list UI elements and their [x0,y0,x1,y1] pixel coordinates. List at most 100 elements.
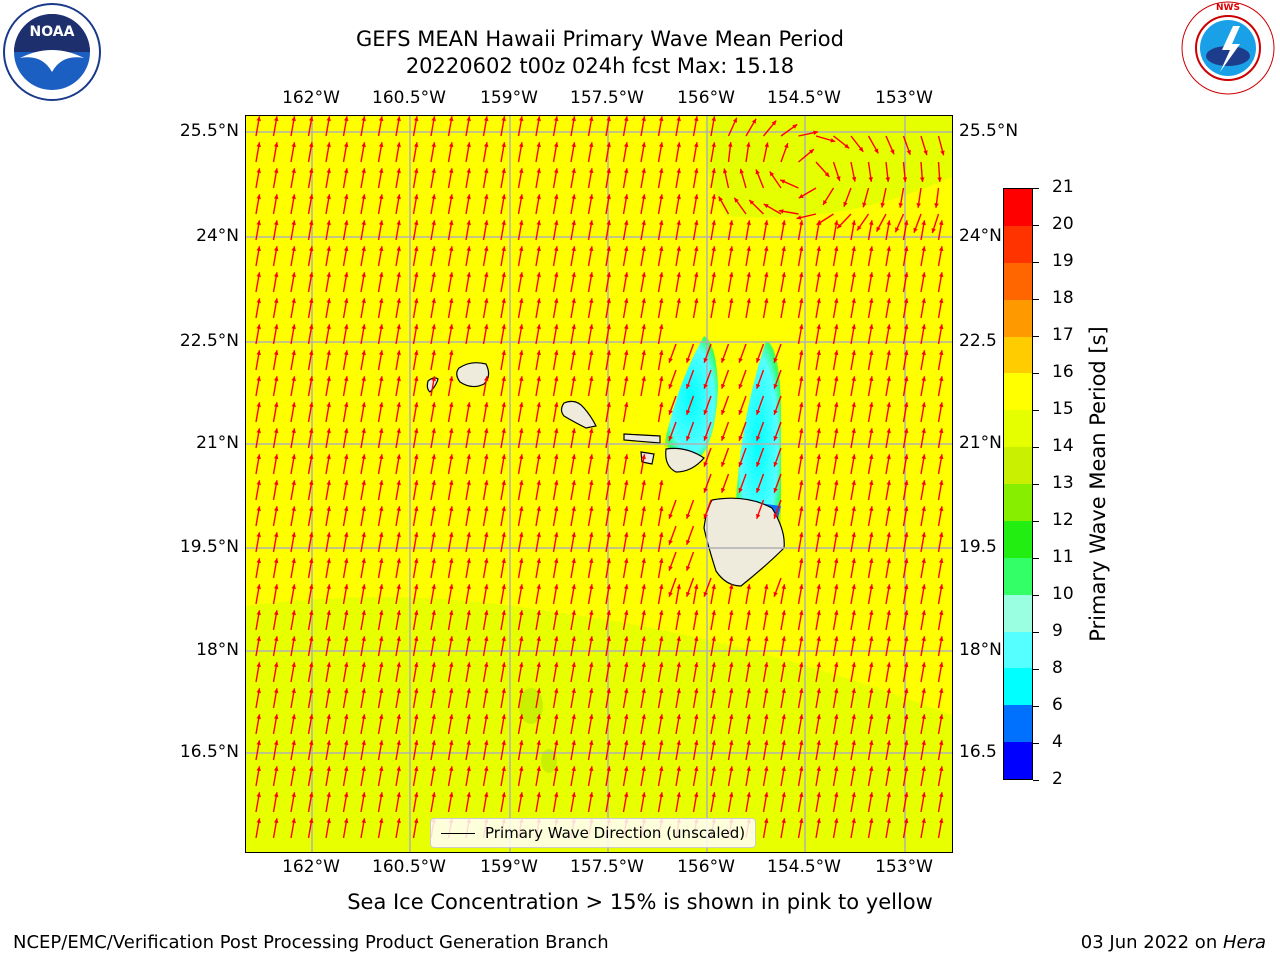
direction-arrow-head [361,298,366,304]
direction-arrow-head [448,506,454,512]
direction-arrow-head [746,220,751,226]
direction-arrow-head [693,142,699,148]
direction-arrow-head [571,350,576,356]
direction-arrow-head [553,220,559,226]
direction-arrow-head [668,435,673,441]
direction-arrow-head [413,584,419,590]
direction-arrow-head [483,532,489,538]
direction-arrow-head [308,818,314,824]
direction-arrow-head [483,324,489,330]
sea-ice-note: Sea Ice Concentration > 15% is shown in … [347,890,933,914]
direction-arrow-head [378,662,384,668]
direction-arrow-head [938,350,944,356]
direction-arrow-head [256,168,261,174]
direction-arrow-head [623,558,629,564]
direction-arrow-head [518,506,524,512]
direction-arrow-head [448,766,454,772]
direction-arrow-head [588,454,594,460]
direction-arrow-head [536,610,541,616]
direction-arrow-head [431,116,436,122]
direction-arrow-head [518,584,524,590]
direction-arrow-head [483,662,489,668]
direction-arrow-head [291,714,296,720]
direction-arrow-head [938,818,944,824]
direction-arrow-head [693,636,699,642]
map-canvas [246,116,952,852]
direction-arrow-head [483,792,489,798]
direction-arrow-head [703,591,708,597]
noaa-logo: NOAA [3,3,101,101]
direction-arrow-head [623,662,629,668]
direction-arrow-head [868,428,874,434]
direction-arrow-head [886,610,891,616]
direction-arrow-head [536,220,541,226]
direction-arrow-head [413,532,419,538]
direction-arrow-head [326,142,331,148]
direction-arrow-head [588,350,594,356]
direction-arrow-head [588,194,594,200]
direction-arrow-head [903,376,909,382]
direction-arrow-head [798,662,804,668]
direction-arrow-head [448,532,454,538]
direction-arrow-head [822,200,828,206]
direction-arrow-head [693,272,699,278]
direction-arrow-head [378,532,384,538]
direction-arrow-head [746,688,751,694]
island-molokai [623,433,661,444]
direction-arrow-head [501,740,506,746]
direction-arrow-head [921,454,926,460]
direction-arrow-head [746,636,751,642]
direction-arrow-head [868,818,874,824]
direction-arrow-head [798,818,804,824]
direction-arrow-head [658,636,664,642]
footer-host: Hera [1222,932,1266,953]
direction-arrow-head [868,480,874,486]
direction-arrow-head [273,298,279,304]
direction-arrow-head [501,168,506,174]
direction-arrow-head [606,714,611,720]
direction-arrow-head [921,480,926,486]
direction-arrow-head [501,402,506,408]
direction-arrow-head [833,272,839,278]
direction-arrow-head [658,584,664,590]
direction-arrow-head [641,350,646,356]
direction-arrow-head [641,506,646,512]
colorbar-segment [1004,741,1032,779]
direction-arrow-head [798,610,804,616]
direction-arrow-head [396,714,401,720]
direction-arrow-head [308,220,314,226]
direction-arrow-head [466,168,471,174]
direction-arrow-head [938,506,944,512]
direction-arrow-head [326,324,331,330]
direction-arrow-head [501,636,506,642]
direction-arrow-head [711,220,716,226]
direction-arrow-head [938,402,944,408]
direction-arrow-head [816,688,821,694]
direction-arrow-head [902,177,908,182]
direction-arrow-head [396,818,401,824]
direction-arrow-head [890,149,895,155]
direction-arrow-head [746,792,751,798]
direction-arrow-head [686,409,691,415]
direction-arrow-head [483,116,489,122]
colorbar-tick-label: 4 [1052,732,1063,752]
direction-arrow-head [798,714,804,720]
direction-arrow-head [448,142,454,148]
direction-arrow-head [693,116,699,122]
direction-arrow-head [808,149,814,154]
direction-arrow-head [308,350,314,356]
legend-line-swatch [441,832,475,834]
lon-label: 162°W [282,857,340,877]
direction-arrow-head [413,142,419,148]
direction-arrow-head [921,246,926,252]
direction-arrow-head [256,766,261,772]
direction-arrow-head [868,376,874,382]
direction-arrow-head [326,610,331,616]
colorbar-segment [1004,299,1032,337]
direction-arrow-head [413,298,419,304]
direction-arrow-head [343,402,349,408]
direction-arrow-head [448,298,454,304]
direction-arrow-head [256,688,261,694]
direction-arrow-head [693,298,699,304]
direction-arrow-head [536,116,541,122]
